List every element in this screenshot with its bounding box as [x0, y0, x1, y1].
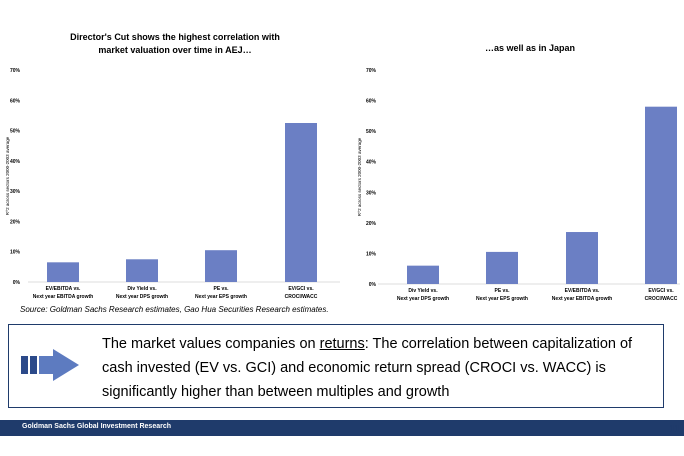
bar: [126, 259, 158, 282]
y-tick-label: 70%: [366, 68, 377, 74]
page-number: 11: [669, 424, 680, 435]
y-tick-label: 20%: [366, 221, 377, 227]
source-note: Source: Goldman Sachs Research estimates…: [20, 305, 329, 314]
x-category-label: EV/EBITDA vs.: [565, 288, 600, 294]
left-chart-title-line1: Director's Cut shows the highest correla…: [70, 32, 280, 42]
x-category-label: Next year EPS growth: [195, 294, 247, 300]
footer-text: Goldman Sachs Global Investment Research: [22, 423, 171, 430]
left-chart-title: Director's Cut shows the highest correla…: [30, 31, 320, 57]
x-category-label: PE vs.: [494, 288, 510, 294]
callout-text-after: : The correlation between capitalization…: [102, 336, 633, 400]
bar: [566, 232, 598, 284]
x-category-label: Next year DPS growth: [116, 294, 168, 300]
y-tick-label: 40%: [10, 159, 21, 165]
x-category-label: Next year DPS growth: [397, 296, 449, 302]
right-chart-title-line1: …as well as in Japan: [484, 43, 576, 53]
bar: [47, 262, 79, 282]
left-chart-title-line2: market valuation over time in AEJ…: [98, 45, 252, 55]
x-category-label: PE vs.: [213, 286, 229, 292]
bar: [486, 251, 518, 284]
arrow-right-icon: [21, 349, 79, 381]
footer-bar: Goldman Sachs Global Investment Research: [0, 420, 684, 436]
y-tick-label: 50%: [366, 129, 377, 135]
x-category-label: Div Yield vs.: [408, 288, 438, 294]
y-tick-label: 60%: [366, 99, 377, 105]
y-tick-label: 10%: [10, 250, 21, 256]
y-tick-label: 40%: [366, 160, 377, 166]
callout-text-underlined: returns: [319, 336, 365, 352]
bar: [285, 123, 317, 282]
y-tick-label: 70%: [10, 68, 21, 74]
y-tick-label: 10%: [366, 251, 377, 257]
y-tick-label: 60%: [10, 98, 21, 104]
x-category-label: Next year EPS growth: [476, 296, 528, 302]
callout-box: The market values companies on returns: …: [8, 324, 664, 408]
y-axis-label: R^2 across sectors 2000-2003 average: [5, 136, 10, 215]
y-tick-label: 0%: [13, 280, 21, 286]
y-axis-label: R^2 across sectors 2000-2003 average: [357, 137, 362, 216]
x-category-label: CROCI/WACC: [645, 296, 678, 302]
x-category-label: Div Yield vs.: [127, 286, 157, 292]
y-tick-label: 30%: [10, 189, 21, 195]
x-category-label: EV/EBITDA vs.: [46, 286, 81, 292]
callout-text-before: The market values companies on: [102, 336, 320, 352]
x-category-label: Next year EBITDA growth: [552, 296, 612, 302]
bar: [407, 265, 439, 284]
y-tick-label: 20%: [10, 219, 21, 225]
x-category-label: EV/GCI vs.: [648, 288, 674, 294]
x-category-label: Next year EBITDA growth: [33, 294, 93, 300]
x-category-label: EV/GCI vs.: [288, 286, 314, 292]
bar: [205, 250, 237, 282]
y-tick-label: 50%: [10, 129, 21, 135]
right-chart-title: …as well as in Japan: [420, 42, 640, 55]
bar: [645, 106, 677, 284]
callout-text: The market values companies on returns: …: [102, 332, 642, 404]
x-category-label: CROCI/WACC: [285, 294, 318, 300]
y-tick-label: 0%: [369, 282, 377, 288]
y-tick-label: 30%: [366, 190, 377, 196]
